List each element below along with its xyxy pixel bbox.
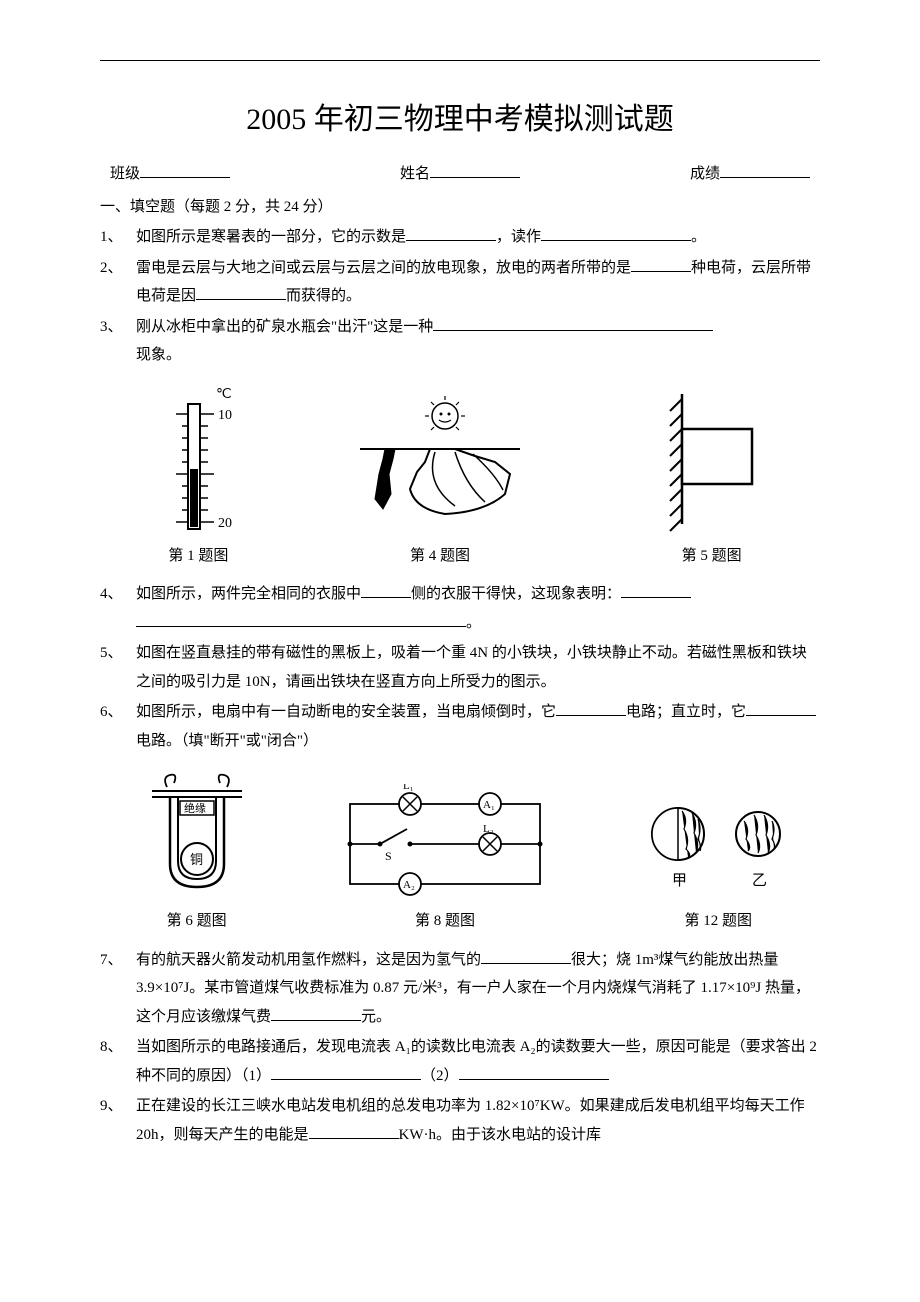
question-7: 7、 有的航天器火箭发动机用氢作燃料，这是因为氢气的很大；烧 1m³煤气约能放出…: [100, 946, 820, 1032]
q4-t2: 侧的衣服干得快，这现象表明：: [411, 586, 621, 602]
fig1-bot: 20: [218, 516, 232, 531]
fig8-L1: L₁: [403, 784, 414, 792]
question-9: 9、 正在建设的长江三峡水电站发电机组的总发电功率为 1.82×10⁷KW。如果…: [100, 1092, 820, 1149]
q4-num: 4、: [100, 580, 136, 609]
q6-t2: 电路；直立时，它: [626, 704, 746, 720]
fig12-cap: 第 12 题图: [685, 907, 753, 936]
q1-blank1: [406, 226, 496, 241]
question-8: 8、 当如图所示的电路接通后，发现电流表 A₁的读数比电流表 A₂的读数要大一些…: [100, 1033, 820, 1090]
q6-num: 6、: [100, 698, 136, 727]
q7-num: 7、: [100, 946, 136, 975]
fig5-col: 第 5 题图: [642, 384, 782, 571]
q8-blank2: [459, 1065, 609, 1080]
meta-row: 班级 姓名 成绩: [100, 160, 820, 189]
fig1-col: ℃: [158, 384, 238, 571]
q9-t2: KW·h。由于该水电站的设计库: [399, 1127, 602, 1143]
question-5: 5、 如图在竖直悬挂的带有磁性的黑板上，吸着一个重 4N 的小铁块，小铁块静止不…: [100, 639, 820, 696]
q2-blank1: [631, 257, 691, 272]
fig8-A2: A₂: [403, 879, 415, 891]
q6-t3: 电路。（填"断开"或"闭合"）: [136, 733, 318, 749]
question-3: 3、 刚从冰柜中拿出的矿泉水瓶会"出汗"这是一种 现象。: [100, 313, 820, 370]
fig8-S: S: [385, 849, 392, 863]
fig12-jia: 甲: [672, 873, 687, 889]
section-heading: 一、填空题（每题 2 分，共 24 分）: [100, 193, 820, 222]
q4-rule: [136, 615, 466, 627]
q6-blank1: [556, 701, 626, 716]
q4-t3: 。: [466, 615, 481, 631]
fig12-svg: 甲 乙: [638, 799, 798, 899]
q2-num: 2、: [100, 254, 136, 283]
q4-blank1: [361, 583, 411, 598]
figure-row-1: ℃: [120, 384, 820, 571]
fig6-ins: 绝缘: [184, 801, 206, 815]
q3-blank1: [433, 316, 713, 331]
fig5-cap: 第 5 题图: [682, 542, 742, 571]
fig8-col: S L₁ A₁ L₂ A₂ 第 8 题图: [335, 784, 555, 936]
fig12-yi: 乙: [752, 873, 767, 889]
fig6-cap: 第 6 题图: [167, 907, 227, 936]
figure-row-2: 绝缘 铜 第 6 题图 S L₁ A₁ L₂ A₂ 第 8: [120, 769, 820, 936]
question-1: 1、 如图所示是寒暑表的一部分，它的示数是 ，读作 。: [100, 223, 820, 252]
q1-num: 1、: [100, 223, 136, 252]
q4-blank2: [621, 583, 691, 598]
question-4: 4、 如图所示，两件完全相同的衣服中 侧的衣服干得快，这现象表明： 。: [100, 580, 820, 637]
q2-blank2: [196, 285, 286, 300]
fig4-col: 第 4 题图: [355, 394, 525, 571]
question-6: 6、 如图所示，电扇中有一自动断电的安全装置，当电扇倾倒时，它 电路；直立时，它电…: [100, 698, 820, 755]
q8-blank1: [271, 1065, 421, 1080]
fig1-cap: 第 1 题图: [168, 542, 228, 571]
page-title: 2005 年初三物理中考模拟测试题: [100, 91, 820, 148]
fig6-svg: 绝缘 铜: [142, 769, 252, 899]
q7-blank2: [271, 1006, 361, 1021]
fig6-col: 绝缘 铜 第 6 题图: [142, 769, 252, 936]
q5-num: 5、: [100, 639, 136, 668]
fig8-A1: A₁: [483, 799, 495, 811]
class-blank: [140, 163, 230, 178]
q9-num: 9、: [100, 1092, 136, 1121]
q3-t1: 刚从冰柜中拿出的矿泉水瓶会"出汗"这是一种: [136, 319, 433, 335]
fig1-top: 10: [218, 408, 232, 423]
q3-t2: 现象。: [136, 347, 181, 363]
score-blank: [720, 163, 810, 178]
q1-t1: 如图所示是寒暑表的一部分，它的示数是: [136, 229, 406, 245]
q6-t1: 如图所示，电扇中有一自动断电的安全装置，当电扇倾倒时，它: [136, 704, 556, 720]
name-blank: [430, 163, 520, 178]
q1-t2: ，读作: [496, 229, 541, 245]
question-2: 2、 雷电是云层与大地之间或云层与云层之间的放电现象，放电的两者所带的是种电荷，…: [100, 254, 820, 311]
q2-t1: 雷电是云层与大地之间或云层与云层之间的放电现象，放电的两者所带的是: [136, 260, 631, 276]
fig4-cap: 第 4 题图: [410, 542, 470, 571]
fig1-unit: ℃: [216, 387, 232, 402]
q7-blank1: [481, 949, 571, 964]
q1-t3: 。: [691, 229, 706, 245]
q5-t1: 如图在竖直悬挂的带有磁性的黑板上，吸着一个重 4N 的小铁块，小铁块静止不动。若…: [136, 639, 820, 696]
q2-t3: 而获得的。: [286, 288, 361, 304]
q7-t3: 元。: [361, 1009, 391, 1025]
fig8-L2: L₂: [483, 823, 494, 835]
fig6-cu: 铜: [190, 852, 203, 867]
fig5-svg: [642, 384, 782, 534]
fig8-cap: 第 8 题图: [415, 907, 475, 936]
q1-blank2: [541, 226, 691, 241]
q8-num: 8、: [100, 1033, 136, 1062]
score-label: 成绩: [690, 160, 720, 189]
class-label: 班级: [110, 160, 140, 189]
q8-t2: （2）: [421, 1068, 459, 1084]
fig8-svg: S L₁ A₁ L₂ A₂: [335, 784, 555, 899]
q4-t1: 如图所示，两件完全相同的衣服中: [136, 586, 361, 602]
name-label: 姓名: [400, 160, 430, 189]
fig1-svg: ℃: [158, 384, 238, 534]
top-rule: [100, 60, 820, 61]
fig12-col: 甲 乙 第 12 题图: [638, 799, 798, 936]
q9-blank1: [309, 1124, 399, 1139]
q3-num: 3、: [100, 313, 136, 342]
q6-blank2: [746, 701, 816, 716]
q7-t1: 有的航天器火箭发动机用氢作燃料，这是因为氢气的: [136, 952, 481, 968]
fig4-svg: [355, 394, 525, 534]
